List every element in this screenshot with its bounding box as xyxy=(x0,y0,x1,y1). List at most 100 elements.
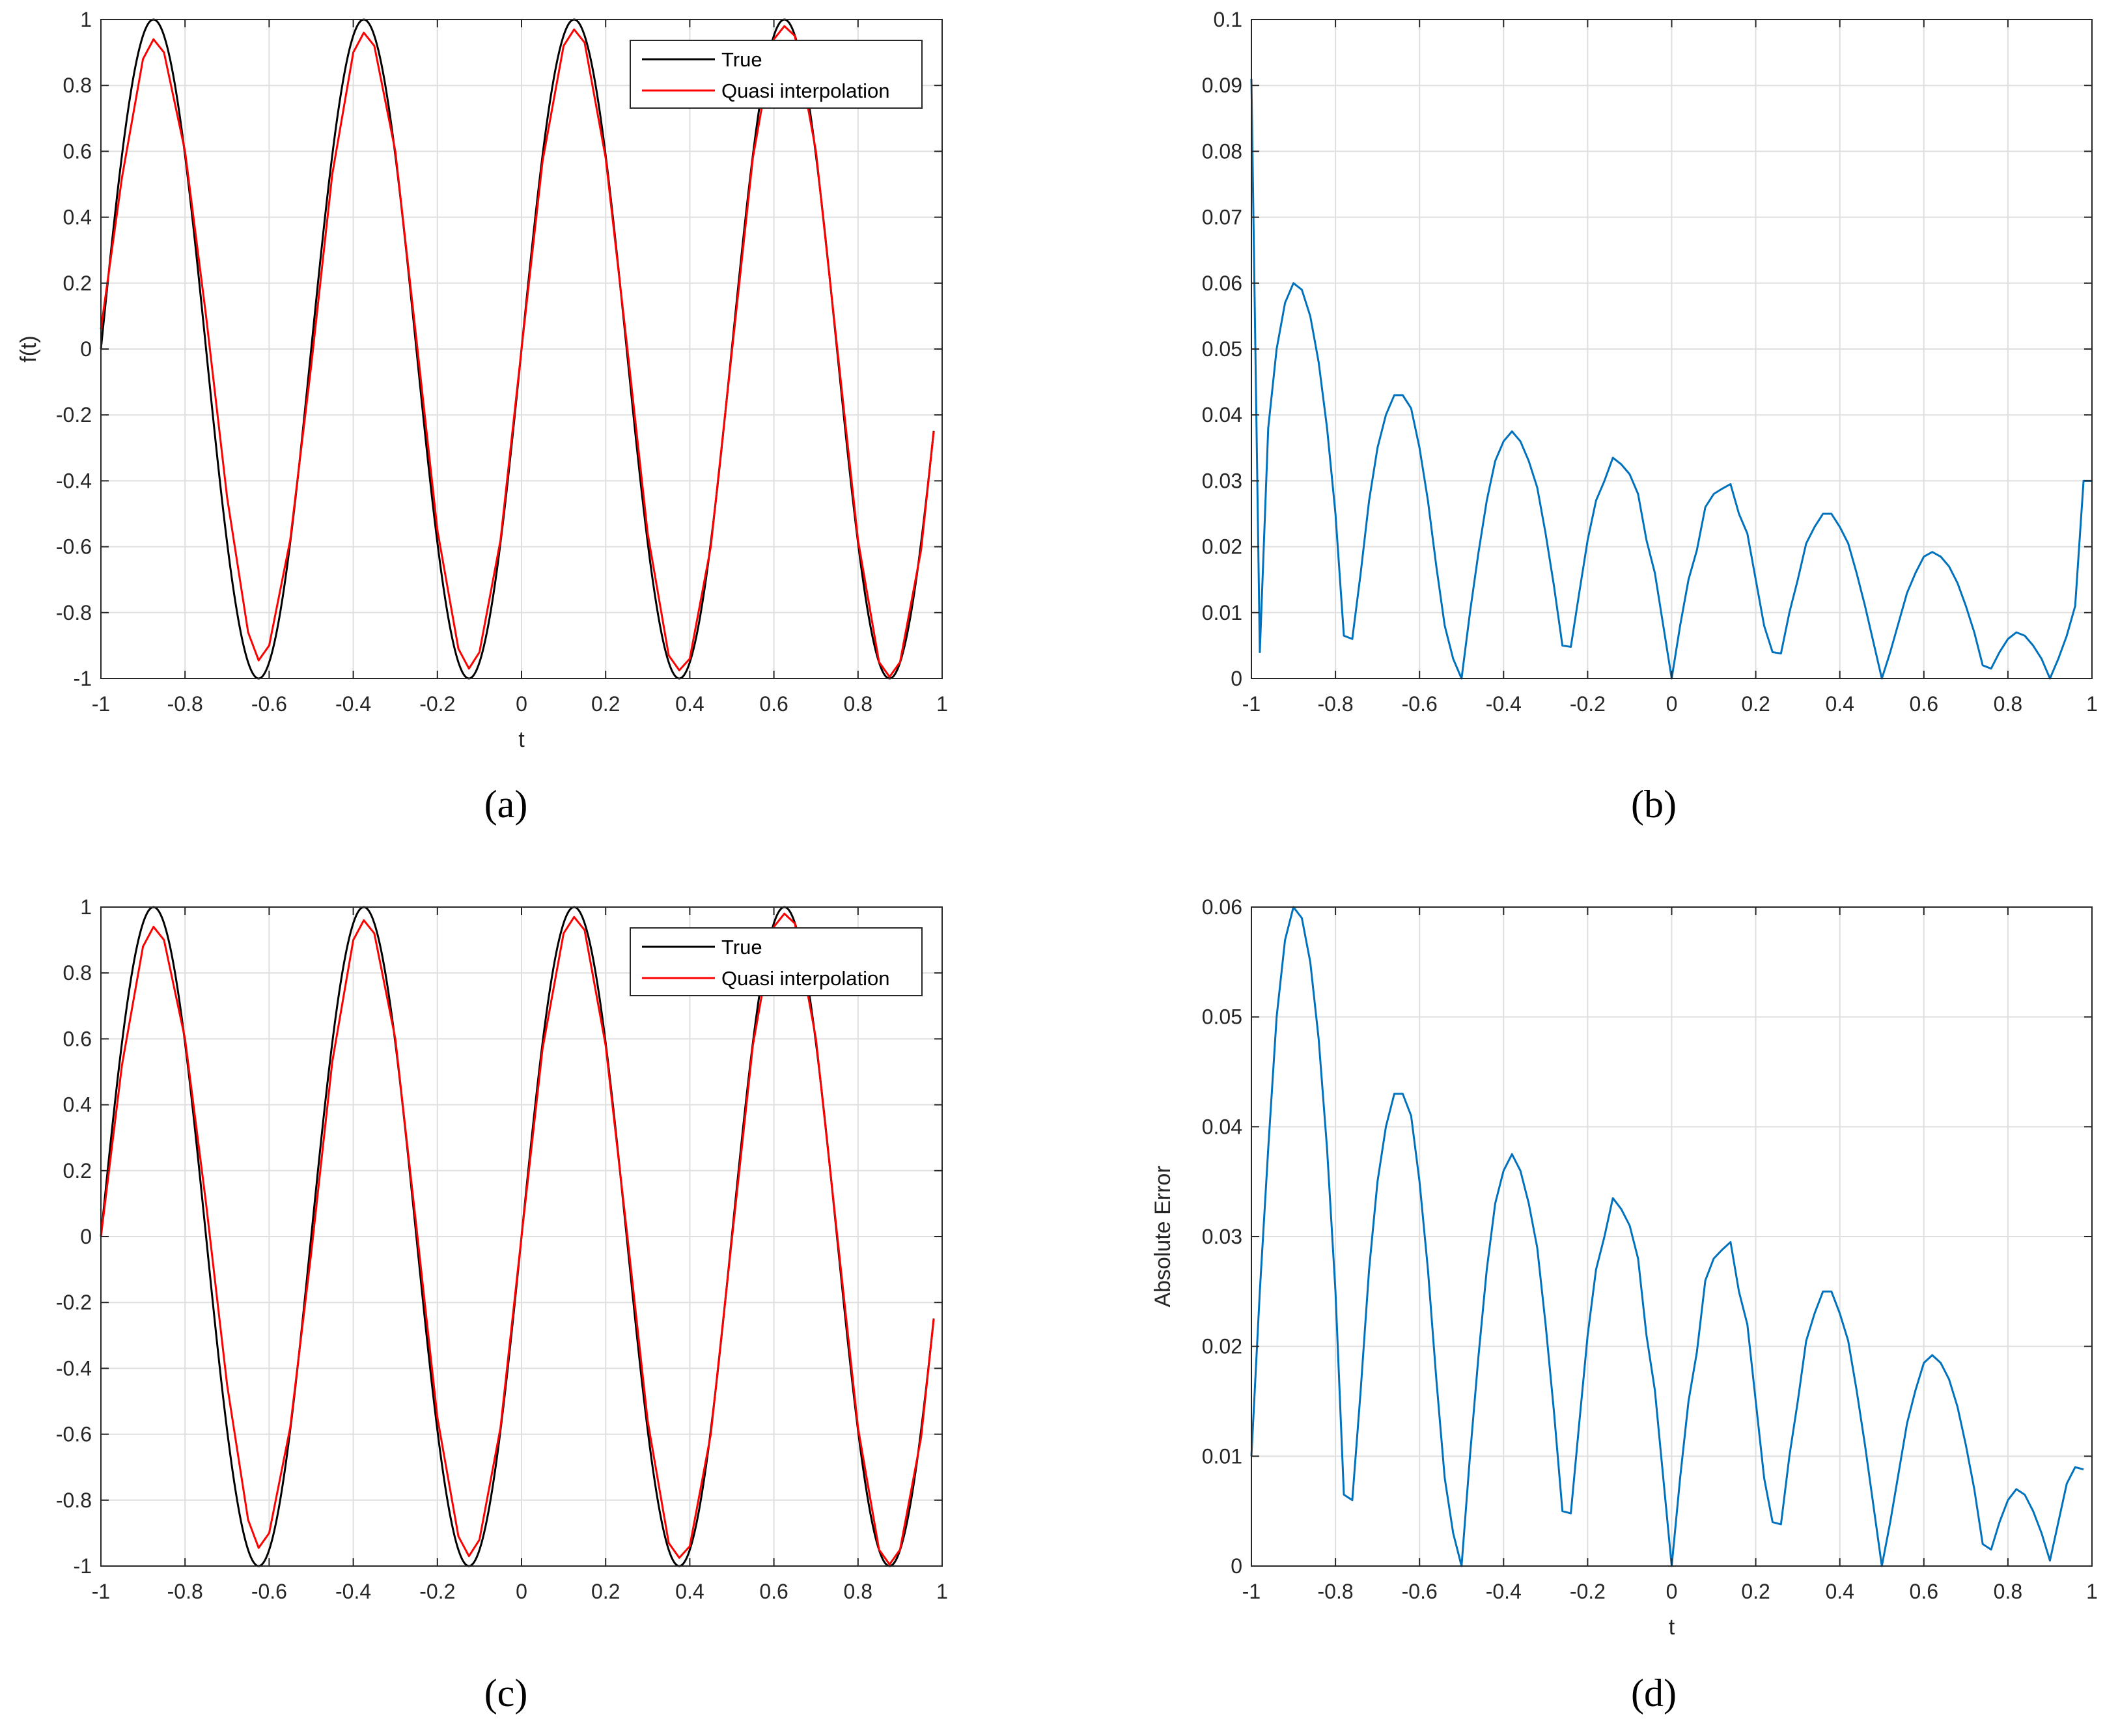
x-tick-label: -1 xyxy=(92,1580,110,1603)
x-tick-label: -0.6 xyxy=(251,692,287,716)
x-tick-label: 0.2 xyxy=(1741,1580,1770,1603)
x-tick-label: 0 xyxy=(1666,1580,1678,1603)
x-tick-label: 0.2 xyxy=(591,1580,620,1603)
x-tick-label: 0.8 xyxy=(844,1580,872,1603)
x-tick-label: -0.8 xyxy=(167,1580,203,1603)
x-tick-label: -1 xyxy=(1242,1580,1261,1603)
y-tick-label: 0.01 xyxy=(1202,601,1242,624)
x-tick-label: -0.2 xyxy=(419,1580,455,1603)
x-tick-label: 0 xyxy=(1666,692,1678,716)
y-tick-label: -0.6 xyxy=(56,1423,92,1446)
y-tick-label: 0.01 xyxy=(1202,1444,1242,1468)
y-tick-label: 0.08 xyxy=(1202,139,1242,163)
x-tick-label: -0.4 xyxy=(1486,1580,1522,1603)
y-tick-label: -0.2 xyxy=(56,403,92,427)
legend-label: Quasi interpolation xyxy=(721,79,890,102)
y-tick-label: 0.07 xyxy=(1202,206,1242,229)
x-tick-label: -1 xyxy=(92,692,110,716)
y-tick-label: 0.8 xyxy=(63,74,92,97)
y-tick-label: 0 xyxy=(80,337,92,361)
y-tick-label: -0.6 xyxy=(56,535,92,559)
x-tick-label: 1 xyxy=(936,692,948,716)
y-tick-label: -1 xyxy=(74,667,92,690)
x-tick-label: 0.6 xyxy=(1910,1580,1938,1603)
y-tick-label: 0.2 xyxy=(63,1159,92,1183)
y-axis-label: f(t) xyxy=(16,335,41,363)
x-tick-label: 0.2 xyxy=(591,692,620,716)
x-tick-label: 0 xyxy=(516,1580,527,1603)
x-tick-label: 0.2 xyxy=(1741,692,1770,716)
x-tick-label: -0.4 xyxy=(1486,692,1522,716)
x-tick-label: -0.8 xyxy=(1318,1580,1354,1603)
y-tick-label: 0.04 xyxy=(1202,1115,1242,1138)
x-tick-label: -0.6 xyxy=(251,1580,287,1603)
legend-box xyxy=(630,927,923,996)
y-tick-label: 0.02 xyxy=(1202,1335,1242,1358)
x-tick-label: -0.6 xyxy=(1402,692,1438,716)
legend-label: True xyxy=(721,936,762,959)
y-tick-label: 0.03 xyxy=(1202,469,1242,492)
x-tick-label: 0.8 xyxy=(1994,692,2022,716)
x-tick-label: 0.8 xyxy=(844,692,872,716)
x-tick-label: 1 xyxy=(2086,692,2098,716)
y-tick-label: 0.4 xyxy=(63,1093,92,1117)
panel-caption: (c) xyxy=(484,1672,528,1715)
x-tick-label: 0.4 xyxy=(1825,692,1854,716)
panel-caption: (b) xyxy=(1631,783,1677,826)
panel-caption: (d) xyxy=(1631,1672,1677,1715)
series-line-quasi-interpolation-c xyxy=(100,912,935,1565)
y-tick-label: 0 xyxy=(80,1225,92,1248)
x-tick-label: 0.4 xyxy=(1825,1580,1854,1603)
series-line-error-d xyxy=(1250,906,2084,1567)
x-tick-label: -0.8 xyxy=(167,692,203,716)
panel-c-true-vs-quasi-interpolation: -1 -0.8 -0.6 -0.4 -0.2 0 0.2 0.4 0.6 0.8 1 -1 -0.8 -0… xyxy=(56,895,948,1715)
panel-d-absolute-error-plot: -1 -0.8 -0.6 -0.4 -0.2 0 0.2 0.4 0.6 0.8 1 0 0.01 0.0… xyxy=(1150,895,2098,1715)
y-tick-label: 0.8 xyxy=(63,961,92,985)
y-tick-label: 0.02 xyxy=(1202,535,1242,559)
x-tick-label: 0 xyxy=(516,692,527,716)
y-tick-label: 0.03 xyxy=(1202,1225,1242,1248)
y-tick-label: 1 xyxy=(80,8,92,31)
y-tick-label: 0.06 xyxy=(1202,272,1242,295)
panel-a-true-vs-quasi-interpolation: -1 -0.8 -0.6 -0.4 -0.2 0 0.2 0.4 0.6 0.8 1 -1 -0.8 -0… xyxy=(16,8,948,826)
y-tick-label: 0.4 xyxy=(63,206,92,229)
x-tick-label: 0.8 xyxy=(1994,1580,2022,1603)
y-tick-label: 0 xyxy=(1231,667,1242,690)
y-tick-label: 0.1 xyxy=(1214,8,1242,31)
x-tick-label: 0.6 xyxy=(759,1580,788,1603)
y-tick-label: 1 xyxy=(80,895,92,919)
y-tick-label: -0.4 xyxy=(56,1356,92,1380)
x-tick-label: -0.2 xyxy=(1570,1580,1606,1603)
y-tick-label: 0.6 xyxy=(63,139,92,163)
legend-label: Quasi interpolation xyxy=(721,967,890,990)
y-tick-label: -0.8 xyxy=(56,601,92,624)
y-tick-label: 0.06 xyxy=(1202,895,1242,919)
x-tick-label: -1 xyxy=(1242,692,1261,716)
x-tick-label: 1 xyxy=(2086,1580,2098,1603)
legend-label: True xyxy=(721,48,762,71)
y-tick-label: 0.09 xyxy=(1202,74,1242,97)
x-tick-label: -0.2 xyxy=(419,692,455,716)
legend-box xyxy=(630,40,923,109)
panel-caption: (a) xyxy=(484,783,528,826)
x-tick-label: -0.6 xyxy=(1402,1580,1438,1603)
x-tick-label: 0.4 xyxy=(675,692,704,716)
x-tick-label: 0.6 xyxy=(1910,692,1938,716)
x-tick-label: -0.4 xyxy=(335,692,371,716)
x-tick-label: -0.8 xyxy=(1318,692,1354,716)
x-tick-label: 1 xyxy=(936,1580,948,1603)
y-tick-label: -0.4 xyxy=(56,469,92,492)
x-axis-label: t xyxy=(1669,1615,1675,1640)
y-tick-label: 0.05 xyxy=(1202,337,1242,361)
panel-b-error-plot: -1 -0.8 -0.6 -0.4 -0.2 0 0.2 0.4 0.6 0.8 1 0 0.01 0.0… xyxy=(1202,8,2098,826)
y-axis-label: Absolute Error xyxy=(1150,1166,1175,1307)
y-tick-label: -0.2 xyxy=(56,1291,92,1314)
y-tick-label: -0.8 xyxy=(56,1489,92,1512)
y-tick-label: -1 xyxy=(74,1554,92,1578)
y-tick-label: 0.6 xyxy=(63,1027,92,1050)
x-axis-label: t xyxy=(518,727,525,752)
x-tick-label: 0.6 xyxy=(759,692,788,716)
x-tick-label: -0.2 xyxy=(1570,692,1606,716)
series-line-quasi-interpolation-a xyxy=(100,25,935,678)
